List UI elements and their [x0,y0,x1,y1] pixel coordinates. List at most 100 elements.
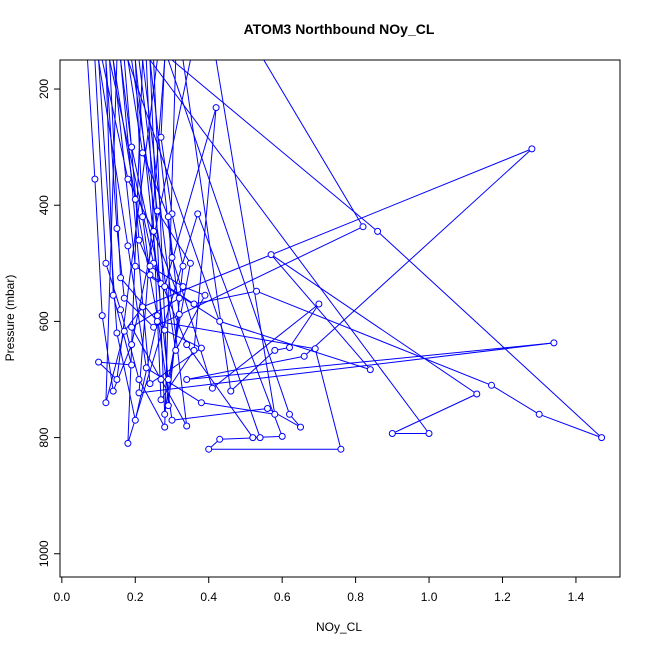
data-point [175,310,183,318]
data-point [131,416,139,424]
data-point [179,283,187,291]
data-point [153,312,161,320]
data-point [271,410,279,418]
data-point [153,207,161,215]
data-point [197,344,205,352]
data-point [535,410,543,418]
data-point [212,104,220,112]
data-point [488,381,495,389]
series-line-segment [314,348,342,450]
series-line-segment [98,361,118,380]
series-line-segment [116,60,158,380]
series-line-segment [160,379,188,427]
series-line-segment [186,344,254,438]
series-line-segment [120,60,151,384]
series-line-segment [215,60,276,415]
data-point [300,352,308,360]
series-line-segment [131,60,177,351]
series-line-segment [127,60,144,444]
series-line-segment [186,355,305,380]
x-tick-label: 1.0 [421,590,438,604]
series-line-segment [164,329,202,349]
data-point [278,432,286,440]
x-tick-label: 0.2 [127,590,144,604]
data-point [117,274,125,282]
data-point [146,271,154,279]
series-line-segment [127,60,144,153]
data-point [109,387,117,395]
data-point [153,317,161,325]
data-point [216,317,224,325]
series-line-segment [392,393,478,434]
data-point [131,262,139,270]
series-line-segment [289,303,320,348]
data-point [117,306,125,314]
series-line-segment [201,402,275,415]
data-point [190,346,198,354]
data-point [146,380,154,388]
data-point [109,291,117,299]
data-point [131,195,139,203]
series-line-segment [193,290,257,305]
data-point [161,410,169,418]
y-axis-label: Pressure (mbar) [3,275,17,362]
data-point [161,283,169,291]
series-line-segment [98,361,132,366]
series-line-segment [138,239,151,267]
data-point [150,323,158,331]
data-point [168,254,176,261]
data-point [183,341,191,349]
data-point [146,262,154,270]
series-line-segment [123,306,144,332]
data-point [95,358,103,366]
series-line-segment [98,60,129,246]
data-point [205,445,213,453]
data-point [120,327,128,335]
series-line-segment [270,254,371,370]
series-line-segment [146,367,202,404]
data-point [216,435,224,443]
data-point [150,227,158,235]
data-point [473,390,481,398]
data-point [157,396,165,404]
series-line-segment [164,314,180,415]
data-point [102,399,110,407]
series-line-segment [175,295,206,351]
data-point [120,294,128,302]
data-point [157,376,165,383]
series-line-segment [131,326,162,380]
series-line-segment [491,384,540,415]
data-point [337,445,345,453]
series-line-segment [377,231,602,438]
series-line-segment [123,297,154,328]
series-line-segment [87,60,96,180]
series-line-segment [149,265,184,288]
data-point [183,422,191,430]
data-point [139,303,147,311]
series-line-segment [142,148,533,308]
data-point [164,376,172,383]
y-tick-label: 600 [37,311,51,331]
data-point [124,439,132,447]
data-point [256,434,264,442]
data-point [197,399,205,407]
series-line-segment [212,303,320,389]
data-point [286,410,293,418]
series-line-segment [303,148,533,357]
data-point [249,434,257,442]
x-tick-label: 1.2 [494,590,511,604]
series-line-segment [171,257,213,389]
data-point [366,366,374,374]
data-point [128,143,136,151]
data-point [388,430,396,437]
series-line-segment [167,263,191,380]
data-point [168,416,176,424]
y-tick-label: 400 [37,195,51,215]
data-point [135,389,143,397]
data-point [128,341,136,349]
series-line-segment [263,60,364,227]
series-line-segment [153,60,169,406]
data-point [267,251,275,259]
data-point [297,423,304,431]
data-point [139,149,147,157]
